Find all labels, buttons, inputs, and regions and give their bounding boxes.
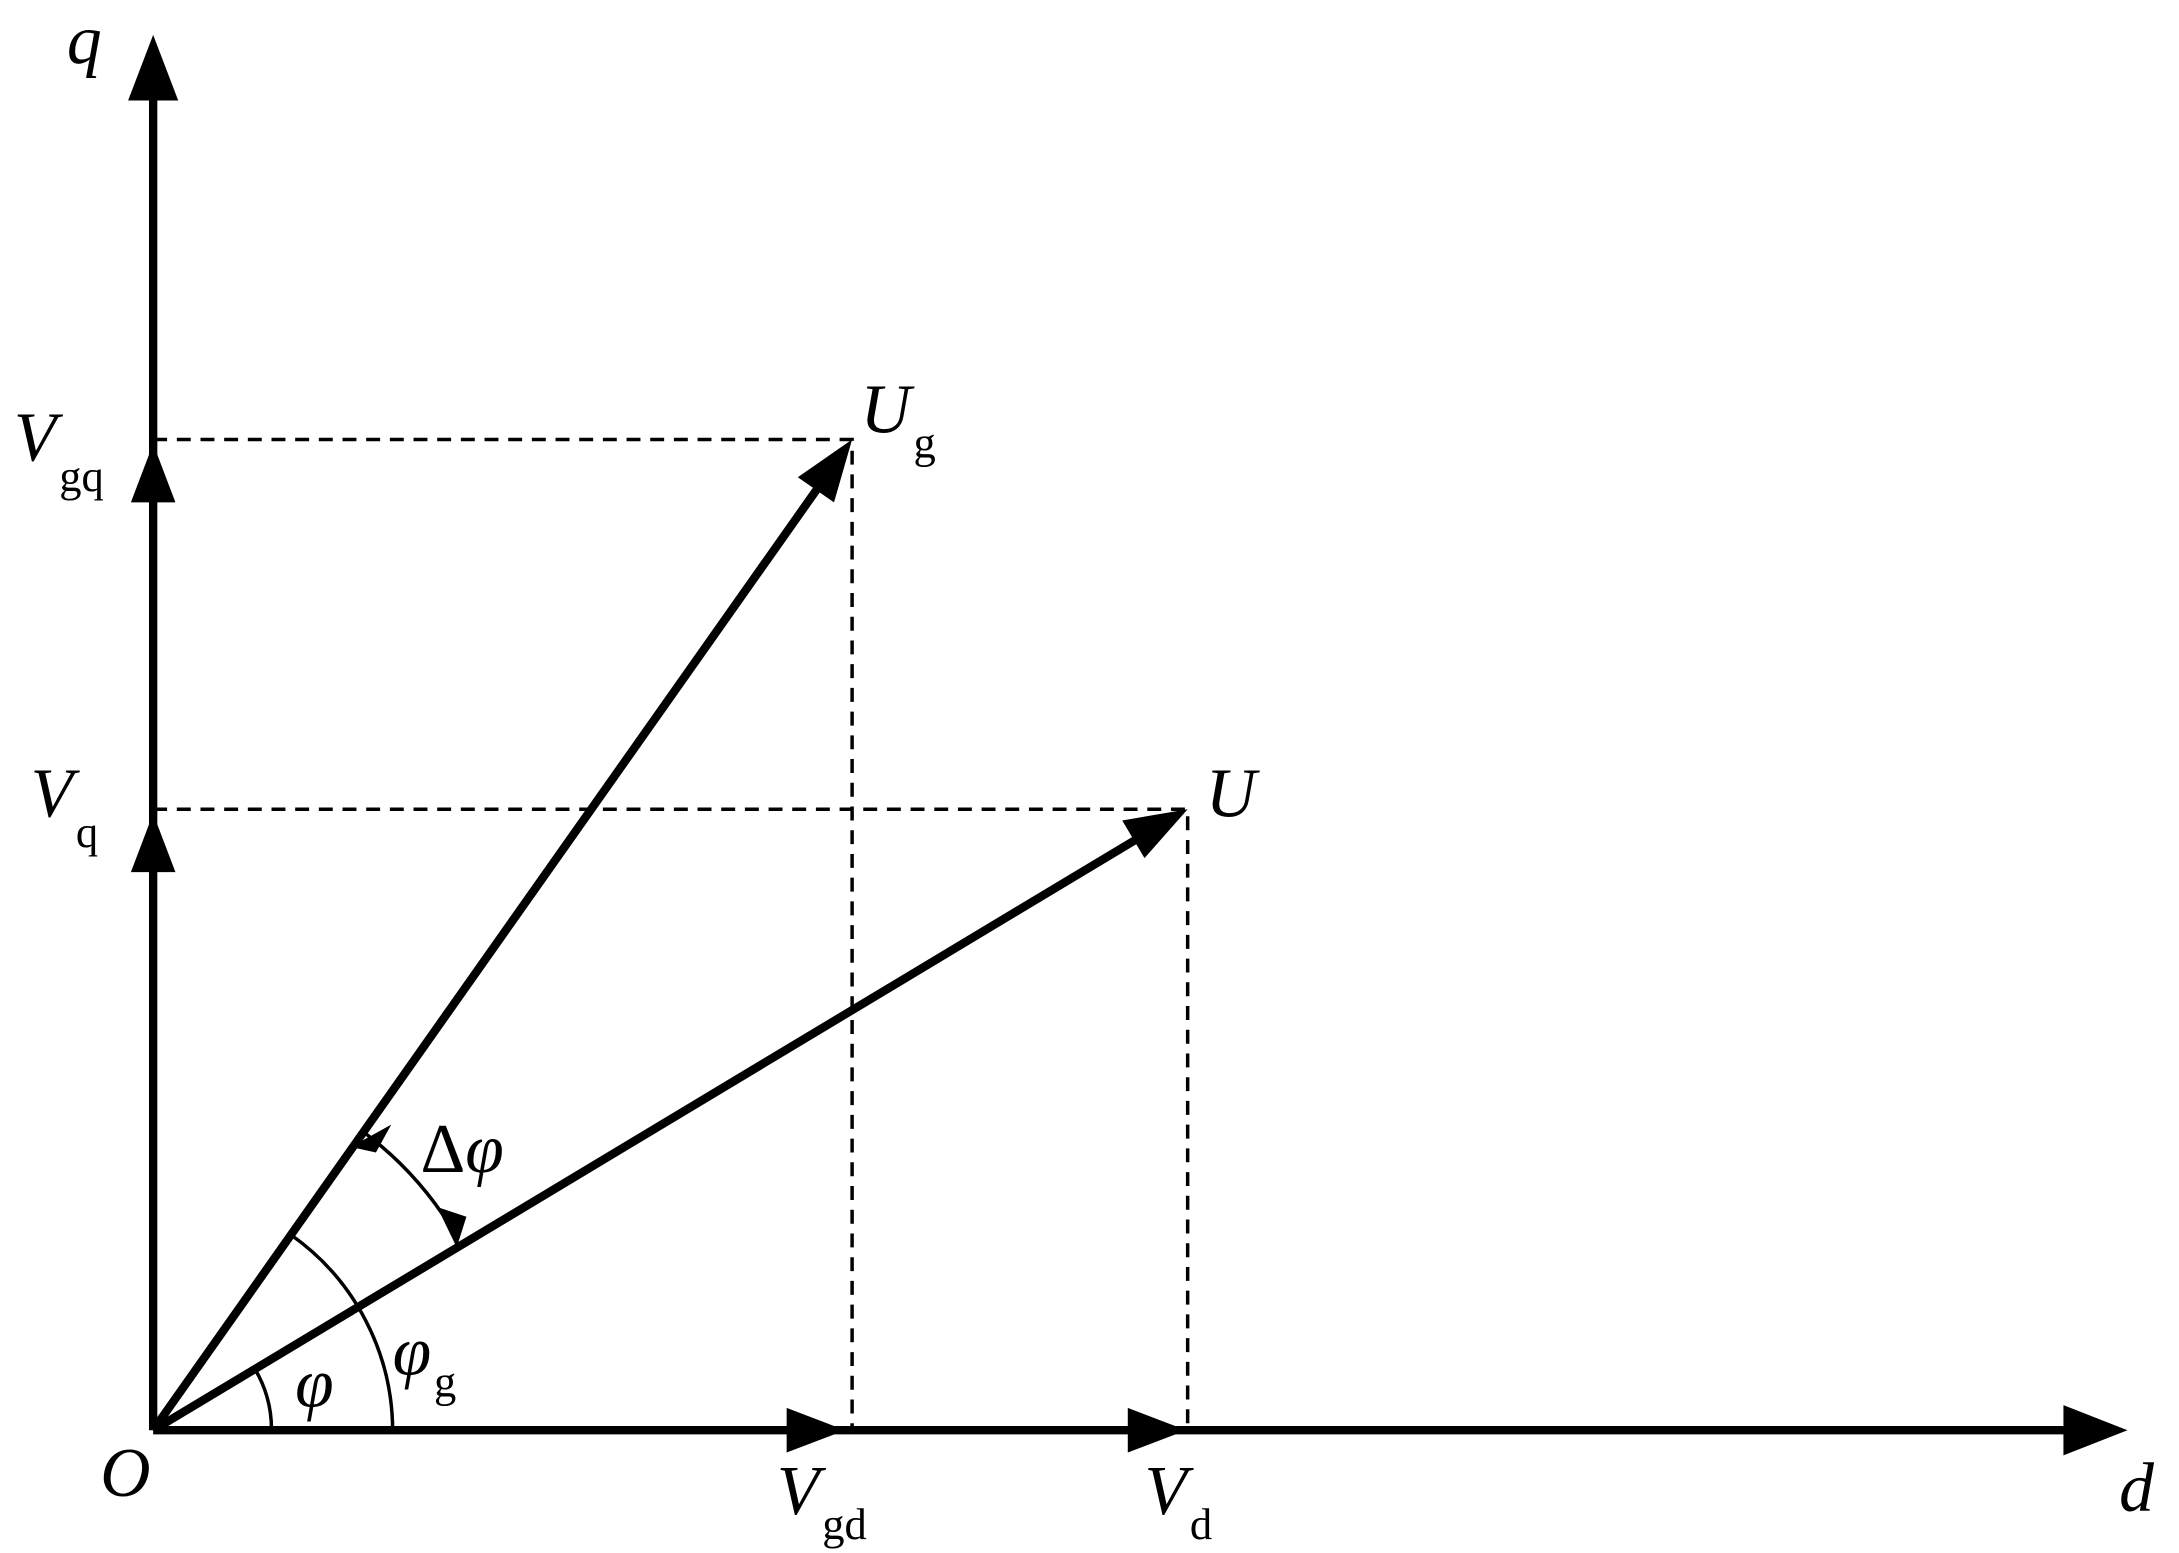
phi-arc <box>253 1367 274 1431</box>
vd-label: Vd <box>1144 1453 1212 1549</box>
q-axis-label: q <box>67 2 102 79</box>
vd-arrowhead <box>1127 1407 1187 1453</box>
vq-arrowhead <box>130 813 176 873</box>
ug-arrowhead <box>797 439 853 503</box>
u-label: U <box>1206 755 1261 832</box>
u-arrowhead <box>1122 809 1188 859</box>
vgq-label: Vgq <box>14 399 104 501</box>
q-axis-arrowhead <box>128 34 179 101</box>
vgd-arrowhead <box>786 1407 846 1453</box>
delta-phi-label: Δφ <box>420 1111 503 1188</box>
ug-label: Ug <box>860 371 935 467</box>
origin-label: O <box>100 1435 150 1512</box>
vgd-label: Vgd <box>777 1453 867 1549</box>
phi-g-arc <box>289 1233 395 1431</box>
phi-g-label: φg <box>393 1313 457 1406</box>
d-axis-arrowhead <box>2063 1405 2128 1456</box>
delta-phi-arrowhead-ug <box>350 1124 392 1153</box>
u-vector <box>151 830 1147 1434</box>
ug-vector <box>149 480 825 1433</box>
u-projection-lines <box>153 807 1190 1431</box>
vgq-arrowhead <box>130 443 176 503</box>
d-axis-label: d <box>2119 1450 2155 1527</box>
delta-phi-arrowhead-u <box>437 1206 467 1248</box>
phi-label: φ <box>295 1345 334 1422</box>
vq-label: Vq <box>31 755 99 857</box>
